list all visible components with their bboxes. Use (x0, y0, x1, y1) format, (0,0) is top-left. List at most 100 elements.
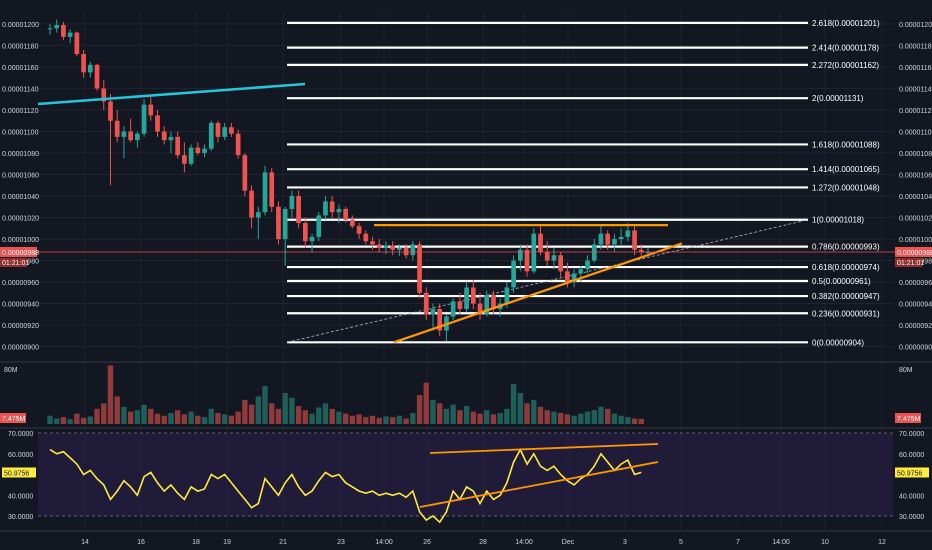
time-label: 19 (223, 539, 231, 546)
price-tick-right: 0.00001080 (899, 151, 932, 158)
volume-bar (403, 418, 409, 424)
time-label: 28 (479, 539, 487, 546)
candle-body (101, 88, 107, 102)
drawings[interactable] (37, 82, 683, 508)
candle-body (235, 133, 241, 156)
candle-body (470, 287, 476, 304)
candle-body (645, 251, 651, 253)
price-tag (0, 246, 37, 257)
price-tick-left: 0.00001100 (2, 130, 39, 137)
volume-bar (369, 415, 376, 424)
volume-bar (201, 417, 208, 424)
volume-bar (114, 396, 120, 424)
time-label: 14:00 (515, 539, 533, 546)
candle-body (504, 287, 510, 304)
time-label: 3 (623, 539, 627, 546)
candle-body (222, 127, 228, 137)
rsi-line (49, 447, 642, 524)
price-tick-right: 0.00001180 (899, 43, 932, 50)
price-tick-left: 0.00000960 (2, 280, 39, 287)
candle-body (397, 247, 402, 250)
rsi-indicator (38, 432, 893, 524)
volume-bar (309, 413, 315, 424)
candle-body (195, 147, 201, 154)
candle-body (121, 131, 127, 137)
volume-bar (275, 408, 282, 424)
time-label: 7 (736, 539, 740, 546)
volume-bar (598, 406, 604, 424)
countdown-text: 01:21:01 (897, 260, 924, 267)
rsi-tick-left: 30.0000 (8, 514, 33, 521)
volume-bar (67, 419, 73, 424)
candle-body (605, 233, 611, 245)
volume-bar (54, 418, 60, 424)
countdown-tag (895, 257, 922, 267)
fib-level-label: 2(0.00001131) (812, 94, 864, 103)
candle-body (67, 32, 73, 37)
candle-body (108, 101, 113, 121)
candle-body (544, 251, 550, 261)
volume-bar (571, 415, 577, 424)
price-tick-left: 0.00001060 (2, 173, 39, 180)
volume-bar (282, 393, 288, 424)
price-tick-left: 0.00000940 (2, 302, 39, 309)
volume-bar (510, 384, 517, 424)
volume-bar (376, 417, 382, 424)
time-label: 14:00 (772, 539, 790, 546)
price-tag-text: 0.00000988 (2, 250, 39, 257)
volume-bar (631, 418, 638, 424)
candle-body (370, 241, 375, 245)
volume-bar (504, 408, 510, 424)
rsi-resistance-line (429, 443, 659, 454)
volume-bar (195, 415, 201, 424)
time-label: 5 (679, 539, 683, 546)
volume-bar (94, 408, 100, 424)
volume-bar (269, 403, 275, 424)
candle-body (229, 127, 234, 134)
volume-bar (544, 410, 550, 424)
candle-body (302, 222, 308, 242)
volume-tick: 80M (899, 367, 913, 374)
volume-bar (181, 414, 188, 424)
support-trendline (393, 242, 683, 344)
price-tick-left: 0.00001000 (2, 237, 39, 244)
time-label: 23 (337, 539, 345, 546)
fib-level-label: 2.414(0.00001178) (812, 44, 879, 53)
volume-bar (242, 399, 248, 424)
volume-bar (363, 417, 369, 424)
volume-bar (255, 396, 261, 424)
candle-body (215, 122, 221, 137)
candle-body (417, 244, 422, 293)
volume-bar (262, 386, 268, 424)
candle-body (517, 249, 523, 261)
volume-bar (416, 395, 423, 424)
fib-trend-line (286, 219, 809, 343)
time-label: 16 (137, 539, 145, 546)
candle-body (618, 236, 624, 240)
volume-bar (584, 411, 591, 424)
volume-bar (396, 415, 403, 424)
volume-bar (437, 403, 443, 424)
candle-body (128, 131, 133, 141)
price-tick-left: 0.00001120 (2, 108, 39, 115)
time-label: 14:00 (375, 539, 393, 546)
price-tick-right: 0.00001020 (899, 216, 932, 223)
fib-level-label: 1.414(0.00001065) (812, 165, 880, 174)
price-tick-left: 0.00001140 (2, 87, 39, 94)
volume-bar (564, 414, 571, 424)
fib-level-label: 2.618(0.00001201) (812, 19, 880, 28)
volume-bar (557, 412, 564, 424)
fib-level-label: 1.618(0.00001088) (812, 140, 880, 149)
candle-body (94, 64, 100, 89)
rsi-tick-right: 40.0000 (899, 493, 924, 500)
price-tick-left: 0.00000920 (2, 323, 39, 330)
candle-body (437, 308, 443, 331)
rsi-support-line (419, 461, 659, 508)
candle-body (350, 219, 355, 227)
volume-bar (60, 417, 67, 424)
volume-bar (101, 403, 107, 424)
volume-bar (551, 411, 557, 424)
volume-bar (47, 415, 53, 424)
fib-retracement[interactable]: 2.618(0.00001201) 2.414(0.00001178) 2.272(… (286, 19, 880, 347)
